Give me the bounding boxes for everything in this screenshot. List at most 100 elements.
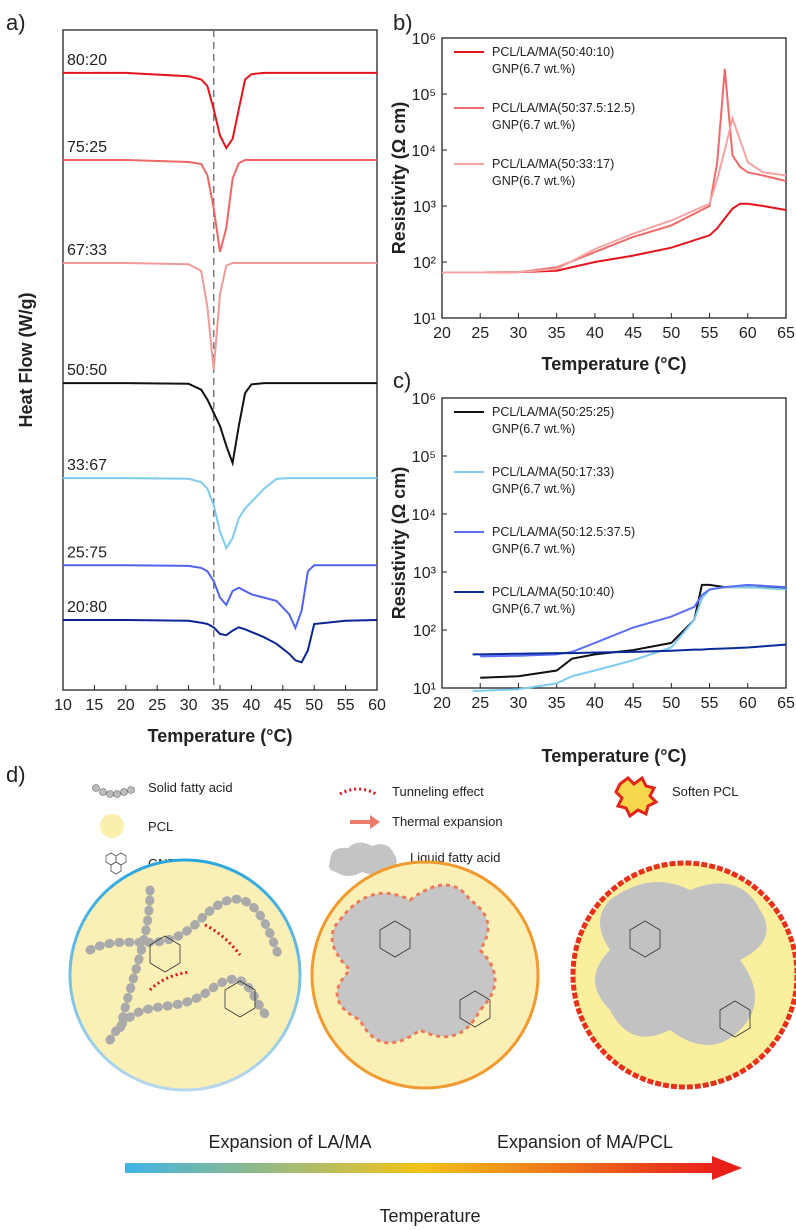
x-tick-label: 25	[148, 697, 166, 714]
temperature-arrow	[125, 1163, 715, 1173]
legend-liquid-icon	[328, 842, 397, 876]
panel-label: a)	[6, 10, 26, 35]
x-tick-label: 50	[305, 697, 323, 714]
series-line	[472, 643, 787, 656]
arrow-title: Temperature	[379, 1206, 480, 1226]
y-tick-label: 10⁶	[412, 391, 436, 408]
y-tick-label: 10¹	[413, 681, 436, 698]
panel-label: b)	[393, 10, 413, 35]
legend-gnp-icon	[105, 852, 127, 875]
y-tick-label: 10²	[413, 623, 437, 640]
x-tick-label: 65	[777, 325, 795, 342]
x-tick-label: 35	[211, 697, 229, 714]
x-tick-label: 25	[471, 695, 489, 712]
series-line	[63, 159, 377, 253]
plot-frame	[62, 29, 378, 691]
x-tick-label: 30	[510, 325, 528, 342]
plot-frame	[441, 397, 787, 689]
x-tick-label: 55	[701, 325, 719, 342]
x-tick-label: 65	[777, 695, 795, 712]
series-label: 33:67	[67, 457, 107, 474]
x-tick-label: 50	[662, 695, 680, 712]
liquid-fatty-acid	[330, 883, 497, 1045]
legend-label: Thermal expansion	[392, 814, 503, 829]
x-tick-label: 60	[739, 325, 757, 342]
x-tick-label: 35	[548, 695, 566, 712]
y-axis-title: Resistivity (Ω cm)	[389, 467, 409, 619]
y-tick-label: 10⁴	[411, 507, 436, 524]
y-tick-label: 10³	[413, 565, 437, 582]
x-tick-label: 45	[624, 695, 642, 712]
gnp-sheets	[149, 920, 751, 1038]
x-tick-label: 20	[433, 325, 451, 342]
y-tick-label: 10⁶	[412, 31, 436, 48]
legend-label: PCL/LA/MA(50:40:10) GNP(6.7 wt.%)	[492, 45, 614, 76]
series-label: 20:80	[67, 599, 107, 616]
series-line	[442, 114, 787, 274]
legend-expansion-icon	[350, 815, 380, 829]
x-tick-label: 30	[510, 695, 528, 712]
series-line	[63, 477, 377, 551]
panel-label: d)	[6, 762, 26, 787]
diagram: d) Solid fatty acid PCL GNP Tunneling ef…	[6, 762, 796, 1226]
x-tick-label: 25	[471, 325, 489, 342]
x-tick-label: 20	[117, 697, 135, 714]
liquid-fatty-acid	[595, 882, 767, 1045]
y-tick-label: 10²	[413, 255, 437, 272]
series-label: 25:75	[67, 544, 107, 561]
tunneling	[148, 923, 242, 992]
legend-label: PCL/LA/MA(50:10:40) GNP(6.7 wt.%)	[492, 585, 614, 616]
x-axis-title: Temperature (°C)	[148, 726, 293, 746]
x-tick-label: 60	[368, 697, 386, 714]
x-tick-label: 55	[337, 697, 355, 714]
x-tick-label: 30	[180, 697, 198, 714]
x-tick-label: 40	[586, 695, 604, 712]
y-tick-label: 10¹	[413, 311, 436, 328]
arrow-head	[712, 1156, 742, 1180]
panel-label: c)	[393, 368, 411, 393]
legend-solid-icon	[92, 784, 135, 798]
x-tick-label: 50	[662, 325, 680, 342]
legend-label: PCL/LA/MA(50:12.5:37.5) GNP(6.7 wt.%)	[492, 525, 635, 556]
x-tick-label: 20	[433, 695, 451, 712]
series-label: 75:25	[67, 139, 107, 156]
y-axis-title: Resistivity (Ω cm)	[389, 102, 409, 254]
series-label: 67:33	[67, 242, 107, 259]
series-line	[63, 382, 377, 467]
x-tick-label: 45	[624, 325, 642, 342]
x-tick-label: 40	[586, 325, 604, 342]
series-line	[63, 564, 377, 631]
legend-label: PCL/LA/MA(50:17:33) GNP(6.7 wt.%)	[492, 465, 614, 496]
legend-pcl-icon	[100, 814, 124, 838]
legend-tunnel-icon	[339, 787, 377, 796]
y-tick-label: 10⁵	[412, 449, 436, 466]
y-tick-label: 10⁵	[412, 87, 436, 104]
legend-label: PCL/LA/MA(50:37.5:12.5) GNP(6.7 wt.%)	[492, 101, 635, 132]
x-tick-label: 10	[54, 697, 72, 714]
legend-label: PCL/LA/MA(50:25:25) GNP(6.7 wt.%)	[492, 405, 614, 436]
x-tick-label: 45	[274, 697, 292, 714]
x-tick-label: 15	[86, 697, 104, 714]
series-line	[442, 202, 787, 274]
legend-soften-icon	[614, 775, 659, 819]
x-tick-label: 60	[739, 695, 757, 712]
arrow-label: Expansion of LA/MA	[208, 1132, 371, 1152]
series-line	[63, 619, 378, 664]
fatty-acid-chains	[85, 885, 285, 1045]
arrow-label: Expansion of MA/PCL	[497, 1132, 673, 1152]
legend-label: PCL/LA/MA(50:33:17) GNP(6.7 wt.%)	[492, 157, 614, 188]
x-tick-label: 35	[548, 325, 566, 342]
legend-label: Solid fatty acid	[148, 780, 233, 795]
series-label: 80:20	[67, 52, 107, 69]
stage-solid	[68, 858, 302, 1092]
series-line	[480, 583, 787, 658]
series-line	[63, 71, 377, 151]
x-axis-title: Temperature (°C)	[542, 746, 687, 766]
x-tick-label: 55	[701, 695, 719, 712]
y-tick-label: 10³	[413, 199, 437, 216]
legend-label: PCL	[148, 819, 173, 834]
x-axis-title: Temperature (°C)	[542, 354, 687, 374]
series-label: 50:50	[67, 362, 107, 379]
legend-label: Tunneling effect	[392, 784, 484, 799]
legend-label: Soften PCL	[672, 784, 739, 799]
